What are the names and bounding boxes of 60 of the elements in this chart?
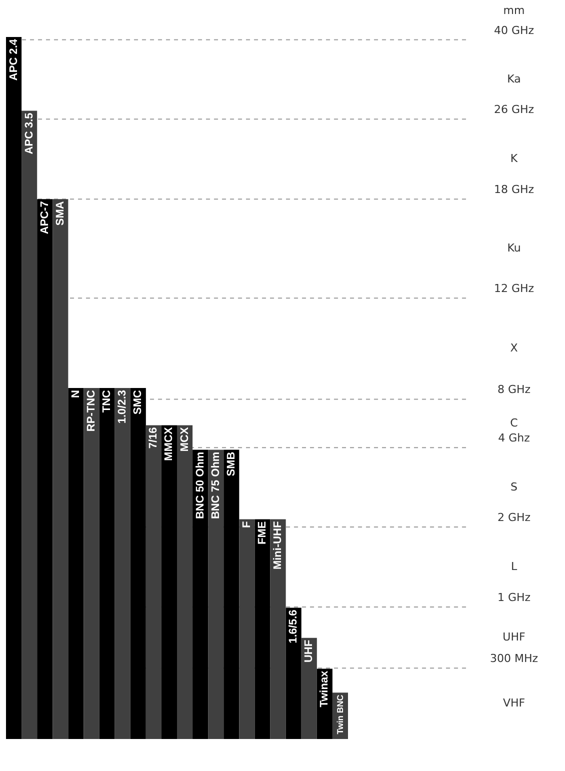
x-tick-label: APC 2.4	[8, 38, 20, 81]
bar	[224, 450, 240, 739]
x-tick-label: BNC 75 Ohm	[210, 452, 222, 520]
x-tick-label: Twinax	[318, 670, 331, 708]
x-tick-label: SMC	[132, 390, 144, 414]
bar	[208, 450, 224, 739]
bar	[114, 388, 130, 739]
x-tick-label: N	[70, 390, 82, 398]
x-tick-label: Twin BNC	[335, 694, 346, 734]
bar	[37, 199, 53, 739]
x-tick-label: 7/16	[148, 427, 160, 449]
bar	[286, 608, 302, 739]
text: Ka	[507, 72, 521, 86]
bar	[270, 519, 286, 739]
x-tick-label: TNC	[101, 390, 114, 413]
bar	[239, 519, 255, 739]
text: S	[510, 480, 518, 494]
bar	[130, 388, 146, 739]
x-tick-label: MMCX	[163, 426, 176, 461]
bar	[22, 110, 38, 739]
text: mm	[503, 4, 525, 17]
x-tick-label: Mini-UHF	[272, 520, 284, 570]
ref-line-label: 300 MHz	[490, 652, 538, 666]
bar	[301, 638, 317, 739]
ref-line-label: 4 Ghz	[498, 432, 530, 445]
bar	[161, 425, 177, 739]
bar	[6, 37, 22, 739]
ref-line-label: 8 GHz	[497, 383, 531, 396]
text: C	[510, 416, 518, 430]
text: UHF	[502, 630, 526, 644]
text: K	[510, 152, 518, 166]
bar	[254, 519, 270, 739]
x-tick-label: FME	[256, 521, 268, 545]
bar	[52, 199, 68, 739]
x-tick-label: F	[240, 521, 253, 528]
text: Ku	[507, 242, 521, 255]
bar	[99, 388, 115, 739]
text: X	[510, 342, 518, 355]
x-tick-label: SMB	[225, 452, 238, 476]
x-tick-label: RP-TNC	[86, 390, 98, 432]
text: VHF	[502, 696, 526, 710]
x-tick-label: APC-7	[38, 201, 51, 234]
bar	[192, 450, 208, 739]
ref-line-label: 2 GHz	[497, 510, 531, 524]
x-tick-label: 1.6/5.6	[288, 610, 300, 644]
ref-line-label: 40 GHz	[494, 24, 534, 37]
ref-line-label: 26 GHz	[494, 103, 534, 116]
ref-line-label: 1 GHz	[497, 591, 531, 604]
bar	[146, 425, 162, 739]
x-tick-label: APC 3.5	[23, 112, 36, 154]
bar	[68, 388, 84, 739]
text: L	[510, 560, 518, 574]
x-tick-label: MCX	[178, 426, 191, 452]
x-tick-label: BNC 50 Ohm	[194, 452, 206, 520]
ref-line-label: 12 GHz	[494, 282, 534, 296]
ref-line-label: 18 GHz	[494, 183, 534, 196]
bar	[84, 388, 100, 739]
x-tick-label: SMA	[54, 201, 66, 226]
x-tick-label: 1.0/2.3	[116, 390, 129, 424]
bar	[177, 425, 193, 739]
